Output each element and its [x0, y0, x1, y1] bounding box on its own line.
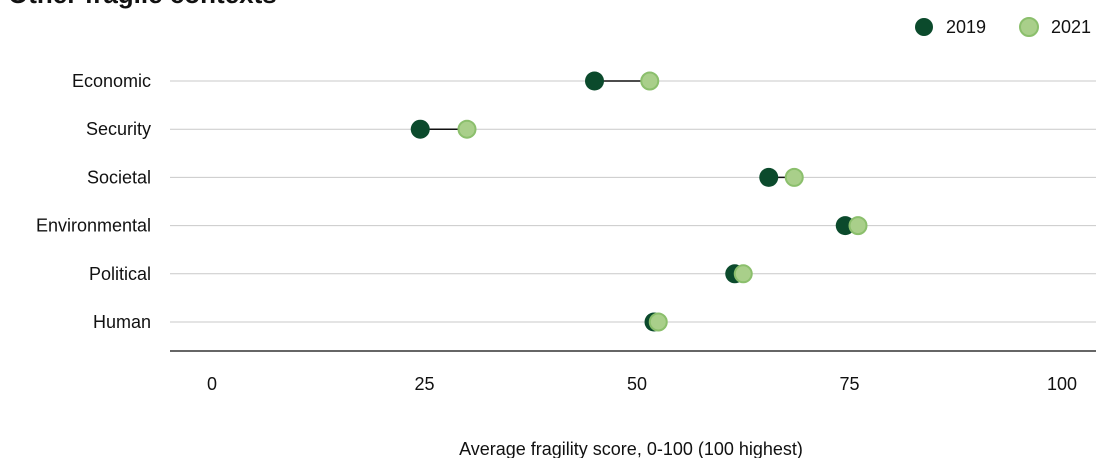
chart-legend: 2019 2021	[915, 17, 1091, 37]
point-2021	[733, 264, 753, 284]
category-labels: Economic Security Societal Environmental Pol…	[36, 71, 151, 332]
x-axis-label: Average fragility score, 0-100 (100 high…	[459, 439, 803, 458]
x-tick-label: 100	[1047, 374, 1077, 394]
point-2021	[457, 119, 477, 139]
point-2019	[759, 167, 779, 187]
point-2021	[848, 216, 868, 236]
gridlines	[170, 80, 1096, 323]
legend-label-2019: 2019	[946, 17, 986, 37]
point-2019	[585, 71, 604, 91]
category-label: Political	[89, 264, 151, 284]
legend-marker-2021	[1019, 17, 1039, 37]
point-2021	[640, 71, 660, 91]
x-tick-label: 25	[414, 374, 434, 394]
x-tick-label: 75	[839, 374, 859, 394]
data-marks	[410, 71, 868, 332]
category-label: Environmental	[36, 216, 151, 236]
x-tick-labels: 0 25 50 75 100	[207, 374, 1077, 394]
category-label: Human	[93, 312, 151, 332]
legend-label-2021: 2021	[1051, 17, 1091, 37]
chart-title: Other fragile contexts	[8, 0, 277, 9]
x-tick-label: 50	[627, 374, 647, 394]
category-label: Societal	[87, 167, 151, 187]
point-2021	[784, 167, 804, 187]
category-label: Security	[86, 119, 151, 139]
x-tick-label: 0	[207, 374, 217, 394]
category-label: Economic	[72, 71, 151, 91]
legend-marker-2019	[915, 18, 933, 36]
point-2019	[410, 119, 430, 139]
point-2021	[648, 312, 668, 332]
